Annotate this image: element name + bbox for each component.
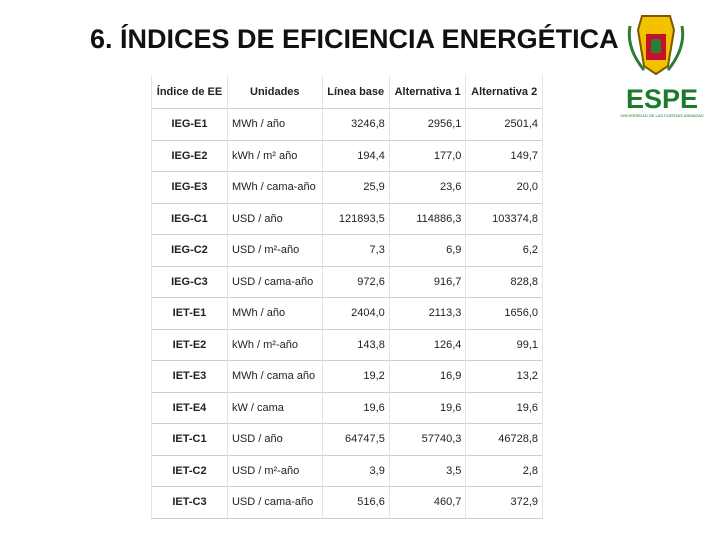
- table-cell: IEG-C2: [151, 234, 228, 266]
- table-cell: IET-C3: [151, 486, 228, 519]
- table-cell: MWh / cama año: [226, 360, 323, 392]
- table-row: IEG-E3 MWh / cama-año 25,9 23,6 20,0: [151, 171, 543, 203]
- table-cell: 2,8: [465, 454, 543, 487]
- table-cell: 121893,5: [321, 202, 390, 235]
- table-cell: IEG-C3: [151, 265, 228, 298]
- logo-name: ESPE: [626, 84, 698, 114]
- table-cell: 25,9: [321, 171, 390, 203]
- table-cell: 6,2: [465, 234, 543, 266]
- table-cell: 177,0: [388, 139, 467, 172]
- table-cell: 1656,0: [465, 297, 543, 329]
- table-cell: 460,7: [388, 486, 467, 519]
- table-cell: 13,2: [465, 360, 543, 392]
- table-cell: 143,8: [321, 328, 390, 361]
- table-cell: kWh / m² año: [226, 139, 323, 172]
- table-cell: 7,3: [321, 234, 390, 266]
- slide-title: 6. ÍNDICES DE EFICIENCIA ENERGÉTICA: [90, 24, 619, 54]
- table-cell: 19,6: [388, 391, 467, 424]
- table-cell: 149,7: [465, 139, 543, 172]
- table-cell: 19,6: [465, 391, 543, 424]
- table-cell: 103374,8: [465, 202, 543, 235]
- table-cell: 19,6: [321, 391, 390, 424]
- table-cell: 3,9: [321, 454, 390, 487]
- table-cell: 23,6: [388, 171, 467, 203]
- table-cell: 2404,0: [321, 297, 390, 329]
- table-row: IEG-C2 USD / m²-año 7,3 6,9 6,2: [151, 234, 543, 266]
- table-cell: 57740,3: [388, 423, 467, 455]
- table-cell: IET-E4: [151, 391, 228, 424]
- table-row: IEG-C3 USD / cama-año 972,6 916,7 828,8: [151, 265, 543, 298]
- table-cell: IEG-E2: [151, 139, 228, 172]
- table-row: IET-E3 MWh / cama año 19,2 16,9 13,2: [151, 360, 543, 392]
- table-row: IET-E1 MWh / año 2404,0 2113,3 1656,0: [151, 297, 543, 329]
- logo-emblem-inner: [651, 39, 661, 53]
- table-cell: 114886,3: [388, 202, 467, 235]
- table-cell: 372,9: [465, 486, 543, 519]
- table-cell: IEG-C1: [151, 202, 228, 235]
- table-row: IEG-C1 USD / año 121893,5 114886,3 103374,8: [151, 202, 543, 235]
- column-header: Índice de EE: [151, 75, 228, 109]
- table-row: IET-C3 USD / cama-año 516,6 460,7 372,9: [151, 486, 543, 519]
- table-cell: 16,9: [388, 360, 467, 392]
- column-header: Alternativa 2: [465, 75, 543, 109]
- table-cell: IET-C2: [151, 454, 228, 487]
- logo: ESPE UNIVERSIDAD DE LAS FUERZAS ARMADAS: [620, 15, 704, 118]
- table-cell: IET-C1: [151, 423, 228, 455]
- logo-laurel: [627, 25, 685, 71]
- table-row: IET-C2 USD / m²-año 3,9 3,5 2,8: [151, 454, 543, 487]
- table-cell: MWh / cama-año: [226, 171, 323, 203]
- table-cell: 46728,8: [465, 423, 543, 455]
- table-cell: IEG-E1: [151, 108, 228, 140]
- table-cell: 828,8: [465, 265, 543, 298]
- table-cell: MWh / año: [226, 297, 323, 329]
- table-cell: 2956,1: [388, 108, 467, 140]
- table-cell: USD / m²-año: [226, 234, 323, 266]
- table-cell: 2113,3: [388, 297, 467, 329]
- table-cell: USD / m²-año: [226, 454, 323, 487]
- table-cell: kWh / m²-año: [226, 328, 323, 361]
- table-cell: 20,0: [465, 171, 543, 203]
- table-cell: 2501,4: [465, 108, 543, 140]
- table-row: IET-E2 kWh / m²-año 143,8 126,4 99,1: [151, 328, 543, 361]
- table-cell: 3,5: [388, 454, 467, 487]
- table-cell: IEG-E3: [151, 171, 228, 203]
- table-cell: 64747,5: [321, 423, 390, 455]
- table-cell: USD / cama-año: [226, 486, 323, 519]
- table-cell: MWh / año: [226, 108, 323, 140]
- table-cell: 126,4: [388, 328, 467, 361]
- logo-subtitle: UNIVERSIDAD DE LAS FUERZAS ARMADAS: [620, 113, 703, 118]
- table-body: IEG-E1 MWh / año 3246,8 2956,1 2501,4 IEG-E2 k…: [151, 108, 543, 519]
- table-cell: 916,7: [388, 265, 467, 298]
- column-header: Unidades: [226, 75, 323, 109]
- table-cell: IET-E2: [151, 328, 228, 361]
- table-cell: 19,2: [321, 360, 390, 392]
- table-cell: 516,6: [321, 486, 390, 519]
- table-cell: 3246,8: [321, 108, 390, 140]
- table-row: IEG-E2 kWh / m² año 194,4 177,0 149,7: [151, 139, 543, 172]
- table-row: IET-E4 kW / cama 19,6 19,6 19,6: [151, 391, 543, 424]
- table-cell: USD / año: [226, 202, 323, 235]
- data-table: Índice de EE Unidades Línea base Alternativ…: [151, 75, 543, 519]
- table-cell: 972,6: [321, 265, 390, 298]
- column-header: Alternativa 1: [388, 75, 467, 109]
- table-row: IEG-E1 MWh / año 3246,8 2956,1 2501,4: [151, 108, 543, 140]
- table-cell: 99,1: [465, 328, 543, 361]
- table-cell: IET-E1: [151, 297, 228, 329]
- table-cell: 6,9: [388, 234, 467, 266]
- header-row: Índice de EE Unidades Línea base Alternativ…: [151, 75, 543, 109]
- table-cell: 194,4: [321, 139, 390, 172]
- table-cell: IET-E3: [151, 360, 228, 392]
- column-header: Línea base: [321, 75, 390, 109]
- table-row: IET-C1 USD / año 64747,5 57740,3 46728,8: [151, 423, 543, 455]
- table-cell: kW / cama: [226, 391, 323, 424]
- table-cell: USD / cama-año: [226, 265, 323, 298]
- table-cell: USD / año: [226, 423, 323, 455]
